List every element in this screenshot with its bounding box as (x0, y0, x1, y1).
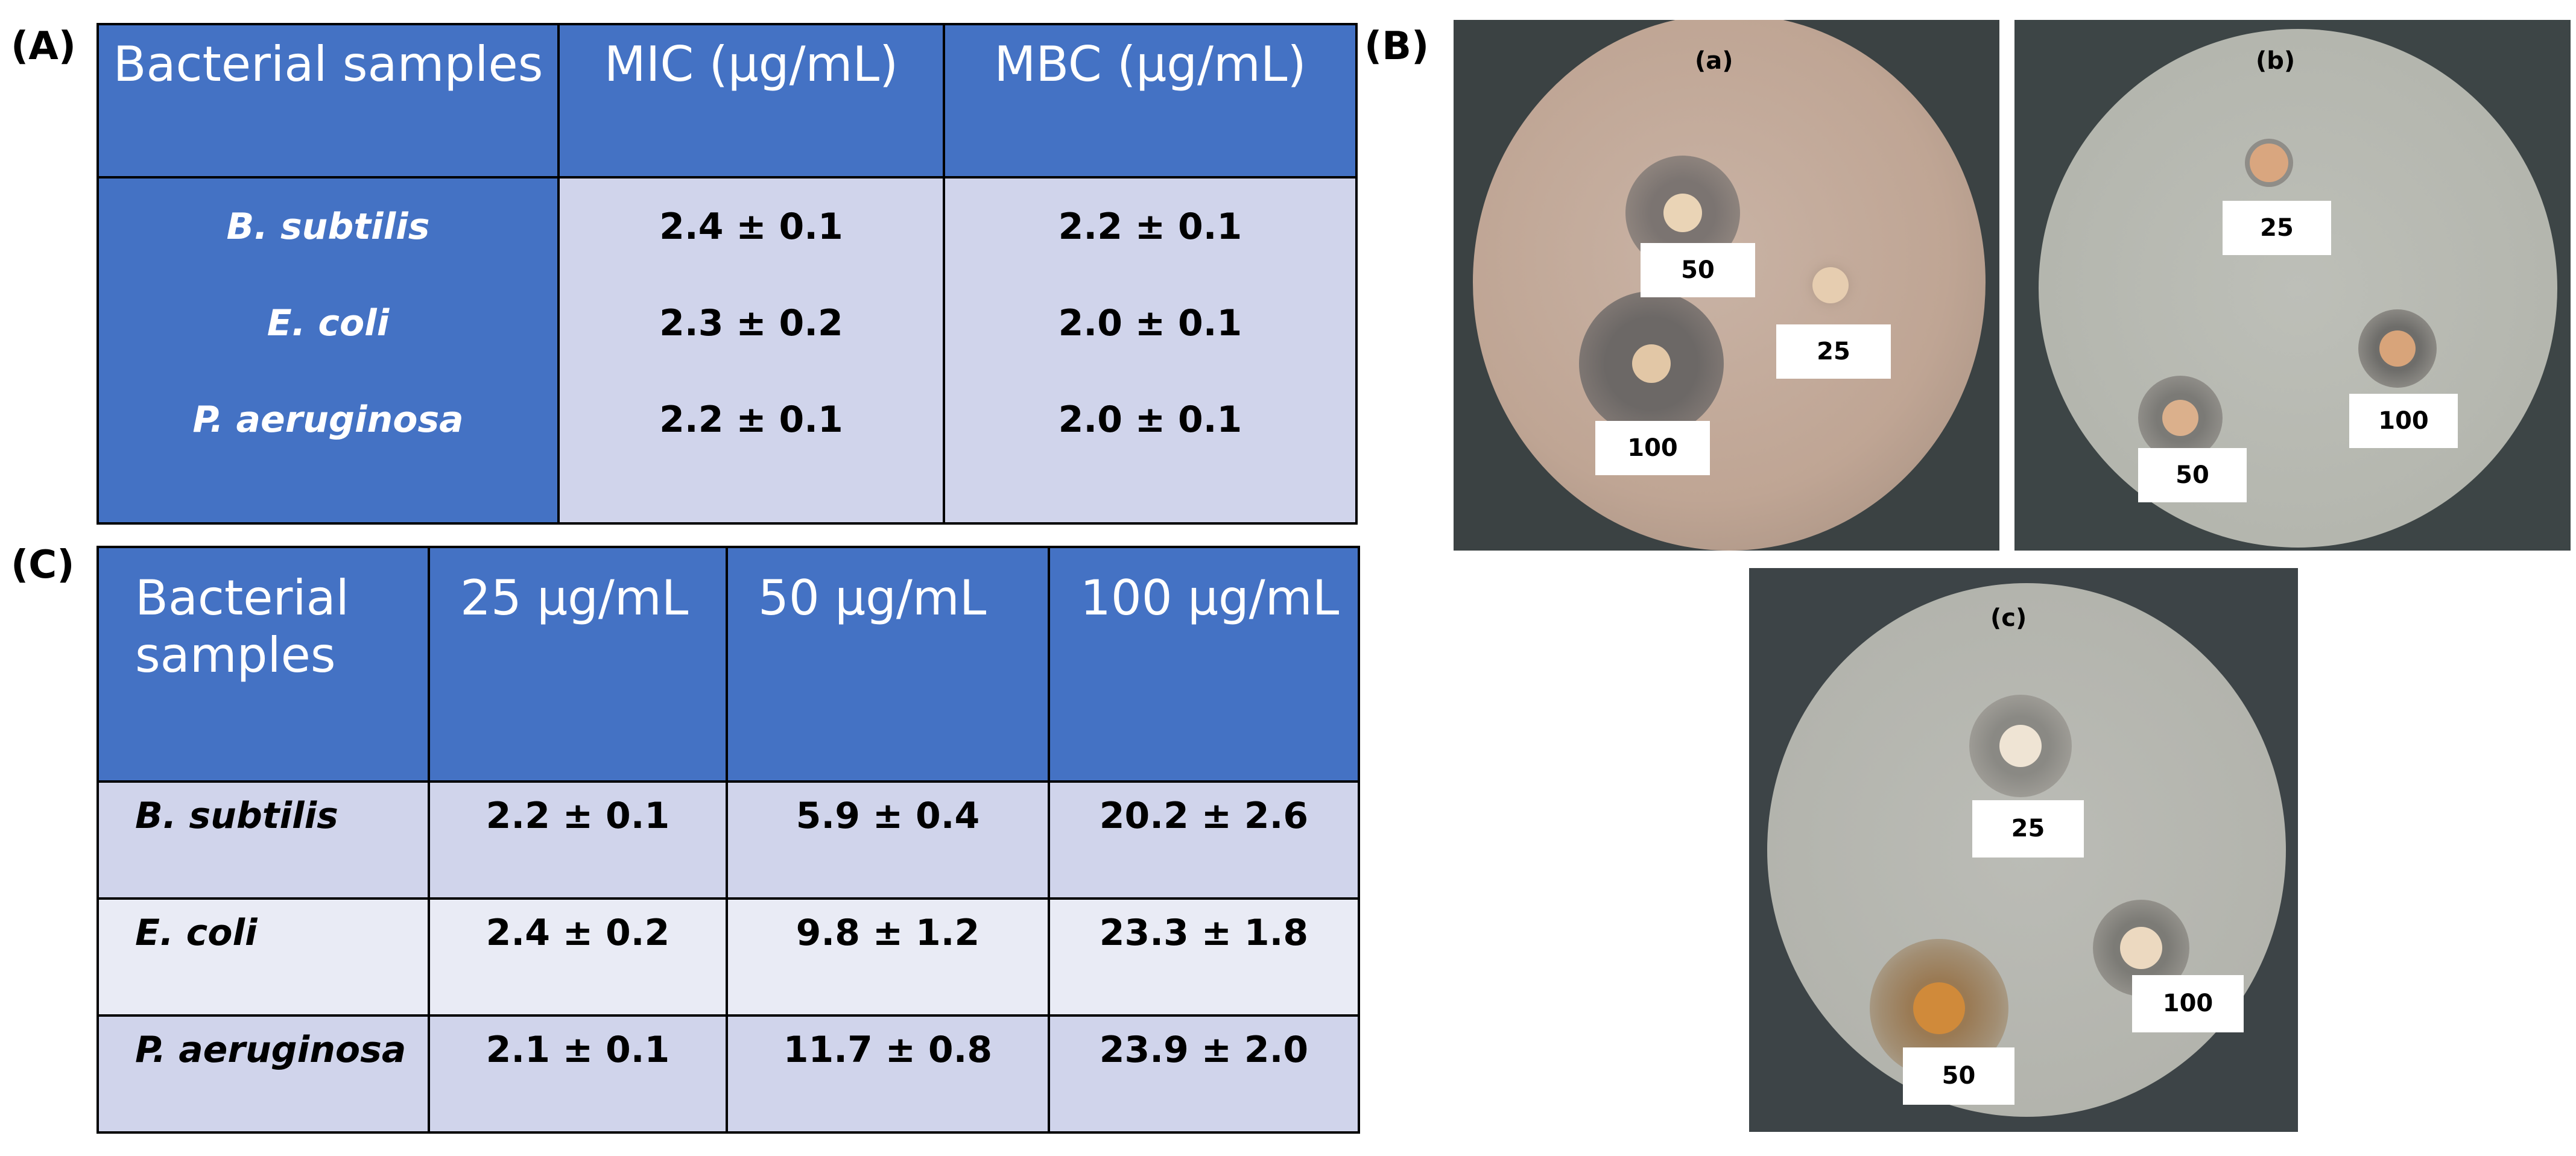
antibiotic-disc (1632, 344, 1671, 383)
value-25: 2.2 ± 0.1 (428, 780, 728, 900)
sample-name: B. subtilis (97, 780, 430, 900)
header-mic: MIC (µg/mL) (557, 23, 945, 178)
mic-column: 2.4 ± 0.1 2.3 ± 0.2 2.2 ± 0.1 (557, 176, 945, 525)
panel-label-c: (C) (11, 543, 75, 587)
panel-label-a: (A) (11, 24, 77, 69)
value-50: 11.7 ± 0.8 (726, 1014, 1050, 1134)
table-row: P. aeruginosa 2.1 ± 0.1 11.7 ± 0.8 23.9 … (97, 1014, 1360, 1134)
antibiotic-disc (2250, 144, 2288, 182)
mbc-value: 2.0 ± 0.1 (1058, 399, 1242, 441)
sample-name: E. coli (267, 302, 390, 344)
sample-column: B. subtilis E. coli P. aeruginosa (97, 176, 560, 525)
header-100: 100 µg/mL (1048, 546, 1360, 783)
value-25: 2.1 ± 0.1 (428, 1014, 728, 1134)
value-50: 9.8 ± 1.2 (726, 897, 1050, 1017)
concentration-tag: 100 (1595, 421, 1710, 475)
mbc-value: 2.0 ± 0.1 (1058, 302, 1242, 344)
header-bacterial-samples: Bacterial samples (97, 23, 560, 178)
header-25: 25 µg/mL (428, 546, 728, 783)
sample-name: E. coli (97, 897, 430, 1017)
mic-value: 2.3 ± 0.2 (659, 302, 843, 344)
antibiotic-disc (2162, 400, 2198, 436)
petri-dish (2039, 29, 2557, 548)
inhibition-zone-table: Bacterial samples 25 µg/mL 50 µg/mL 100 … (97, 546, 1360, 1134)
mic-value: 2.4 ± 0.1 (659, 206, 843, 248)
concentration-tag: 50 (1641, 243, 1755, 297)
value-25: 2.4 ± 0.2 (428, 897, 728, 1017)
antibiotic-disc (1663, 194, 1702, 232)
plate-label: (a) (1695, 47, 1733, 75)
concentration-tag: 100 (2132, 975, 2244, 1032)
panel-label-b: (B) (1364, 24, 1429, 69)
header-50: 50 µg/mL (726, 546, 1050, 783)
table-row: E. coli 2.4 ± 0.2 9.8 ± 1.2 23.3 ± 1.8 (97, 897, 1360, 1017)
concentration-tag: 50 (1903, 1047, 2014, 1105)
concentration-tag: 50 (2138, 448, 2247, 502)
concentration-tag: 25 (1972, 800, 2084, 858)
sample-name: P. aeruginosa (97, 1014, 430, 1134)
header-mbc: MBC (µg/mL) (943, 23, 1358, 178)
mbc-column: 2.2 ± 0.1 2.0 ± 0.1 2.0 ± 0.1 (943, 176, 1358, 525)
concentration-tag: 25 (2223, 201, 2331, 255)
sample-name: B. subtilis (226, 206, 430, 248)
sample-name: P. aeruginosa (192, 399, 464, 441)
plate-label: (b) (2256, 47, 2296, 75)
mic-value: 2.2 ± 0.1 (659, 399, 843, 441)
mbc-value: 2.2 ± 0.1 (1058, 206, 1242, 248)
value-100: 23.9 ± 2.0 (1048, 1014, 1360, 1134)
value-100: 20.2 ± 2.6 (1048, 780, 1360, 900)
concentration-tag: 25 (1776, 324, 1891, 379)
table-row: B. subtilis 2.2 ± 0.1 5.9 ± 0.4 20.2 ± 2… (97, 780, 1360, 900)
header-bacterial-samples: Bacterial samples (97, 546, 430, 783)
concentration-tag: 100 (2349, 394, 2458, 448)
value-50: 5.9 ± 0.4 (726, 780, 1050, 900)
petri-dish-photo-a: (a) 50 25 100 (1454, 20, 1999, 551)
antibiotic-disc (1812, 267, 1849, 303)
petri-dish-photo-b: (b) 25 100 50 (2014, 20, 2571, 551)
plate-label: (c) (1990, 604, 2027, 632)
value-100: 23.3 ± 1.8 (1048, 897, 1360, 1017)
antibiotic-disc (1999, 725, 2042, 767)
mic-mbc-table: Bacterial samples MIC (µg/mL) MBC (µg/mL… (97, 23, 1358, 525)
antibiotic-disc (2120, 927, 2162, 969)
petri-dish-photo-c: (c) 25 100 50 (1749, 568, 2298, 1132)
antibiotic-disc (1913, 982, 1965, 1034)
antibiotic-disc (2379, 330, 2416, 367)
